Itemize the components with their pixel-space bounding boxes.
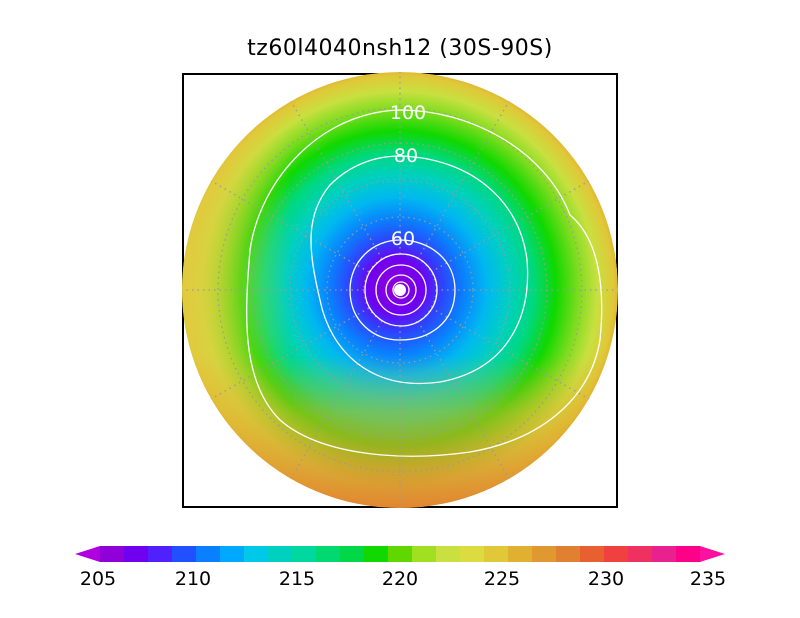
contour-60	[349, 239, 456, 341]
colorbar-tick-label: 235	[690, 568, 726, 590]
colorbar-tick-label: 225	[484, 568, 520, 590]
contour-100	[246, 109, 603, 457]
colorbar-right-extension	[700, 546, 725, 562]
colorbar-left-extension	[75, 546, 100, 562]
pole-marker	[394, 284, 406, 296]
colorbar-tick-label: 230	[588, 568, 624, 590]
plot-title: tz60l4040nsh12 (30S-90S)	[247, 36, 553, 61]
colorbar-box	[124, 546, 149, 562]
contour-label-100: 100	[390, 102, 426, 124]
colorbar-box	[580, 546, 605, 562]
colorbar-box	[340, 546, 365, 562]
colorbar-tick-label: 215	[279, 568, 315, 590]
colorbar-box	[436, 546, 461, 562]
colorbar-tick-labels: 205 210 215 220 225 230 235	[80, 568, 726, 590]
colorbar-box	[532, 546, 557, 562]
colorbar-box	[292, 546, 317, 562]
colorbar-box	[196, 546, 221, 562]
colorbar-box	[220, 546, 245, 562]
colorbar-box	[364, 546, 389, 562]
colorbar-box	[676, 546, 701, 562]
colorbar-box	[556, 546, 581, 562]
colorbar-box	[100, 546, 125, 562]
contour-inner-3	[385, 274, 417, 306]
contour-inner-4	[392, 281, 410, 299]
colorbar-box	[484, 546, 509, 562]
contour-label-80: 80	[394, 145, 418, 167]
contour-inner-2	[375, 264, 427, 316]
contour-inner-1	[364, 253, 438, 327]
colorbar-box	[172, 546, 197, 562]
contour-80	[310, 155, 529, 385]
colorbar-box	[628, 546, 653, 562]
colorbar-box	[316, 546, 341, 562]
colorbar-box	[388, 546, 413, 562]
colorbar-box	[508, 546, 533, 562]
colorbar-box	[244, 546, 269, 562]
colorbar-tick-label: 220	[382, 568, 418, 590]
colorbar-box	[412, 546, 437, 562]
colorbar-box	[268, 546, 293, 562]
colorbar-boxes	[100, 546, 701, 562]
colorbar-tick-label: 210	[175, 568, 211, 590]
contour-label-60: 60	[391, 228, 415, 250]
colorbar-box	[652, 546, 677, 562]
contour-lines	[246, 109, 603, 457]
colorbar-box	[460, 546, 485, 562]
colorbar-box	[604, 546, 629, 562]
colorbar-tick-label: 205	[80, 568, 116, 590]
colorbar-box	[148, 546, 173, 562]
